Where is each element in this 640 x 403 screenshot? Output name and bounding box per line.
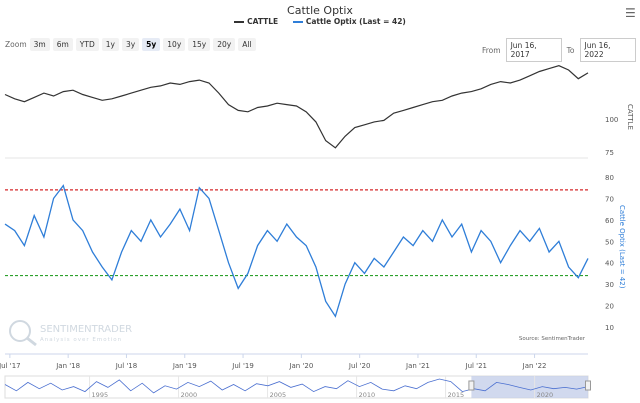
navigator-tick-label: 2000 [181,391,198,399]
x-tick-label: Jul '17 [0,362,21,370]
date-range: From Jun 16, 2017 To Jun 16, 2022 [482,38,636,62]
chart-title: Cattle Optix [287,4,353,17]
zoom-20y-button[interactable]: 20y [213,38,236,51]
legend-item-cattle[interactable]: CATTLE [234,17,278,26]
navigator-tick-label: 2005 [270,391,287,399]
x-tick-label: Jul '18 [115,362,138,370]
x-tick-label: Jan '21 [405,362,430,370]
legend: CATTLE Cattle Optix (Last = 42) [0,17,640,26]
optix-y-tick: 50 [605,238,614,246]
zoom-label: Zoom [5,40,27,49]
zoom-6m-button[interactable]: 6m [52,38,73,51]
optix-y-tick: 10 [605,324,614,332]
source-credit: Source: SentimenTrader [519,336,586,342]
legend-item-optix[interactable]: Cattle Optix (Last = 42) [292,17,406,26]
cattle-y-tick: 75 [605,149,614,157]
zoom-3y-button[interactable]: 3y [121,38,140,51]
zoom-all-button[interactable]: All [238,38,256,51]
x-tick-label: Jan '22 [522,362,547,370]
zoom-1y-button[interactable]: 1y [101,38,119,51]
optix-y-tick: 80 [605,174,614,182]
legend-label: Cattle Optix (Last = 42) [305,17,406,26]
x-tick-label: Jan '19 [172,362,197,370]
zoom-5y-button[interactable]: 5y [142,38,161,51]
x-tick-label: Jan '20 [288,362,313,370]
optix-series-line [4,184,589,318]
hamburger-menu-icon[interactable]: ☰ [625,6,636,20]
watermark-logo: SENTIMENTRADER Analysis over Emotion [9,320,132,347]
optix-y-tick: 70 [605,195,614,203]
legend-label: CATTLE [247,17,279,26]
navigator-tick-label: 1995 [92,391,109,399]
optix-y-tick: 60 [605,217,614,225]
navigator-selection[interactable] [471,376,588,398]
navigator-series-line [4,378,589,394]
navigator-handle[interactable] [468,380,475,391]
navigator[interactable]: 1995 2000 2005 2010 2015 2020 [4,375,589,399]
x-tick-label: Jul '21 [465,362,488,370]
from-date-input[interactable]: Jun 16, 2017 [505,38,562,62]
navigator-handle[interactable] [585,380,591,391]
zoom-3m-button[interactable]: 3m [29,38,50,51]
cattle-series-line [4,65,589,149]
zoom-10y-button[interactable]: 10y [163,38,186,51]
to-label: To [566,45,575,55]
zoom-ytd-button[interactable]: YTD [75,38,99,51]
optix-y-tick: 30 [605,281,614,289]
navigator-tick-label: 2015 [448,391,465,399]
x-tick-label: Jan '18 [55,362,80,370]
x-tick-label: Jul '20 [348,362,371,370]
cattle-axis-title: CATTLE [626,104,634,130]
zoom-15y-button[interactable]: 15y [188,38,211,51]
watermark-name: SENTIMENTRADER [40,324,132,335]
optix-y-tick: 20 [605,303,614,311]
navigator-tick-label: 2020 [537,391,554,399]
zoom-controls: Zoom 3m 6m YTD 1y 3y 5y 10y 15y 20y All [5,38,256,51]
to-date-input[interactable]: Jun 16, 2022 [579,38,636,62]
watermark-tagline: Analysis over Emotion [40,337,122,343]
cattle-y-tick: 100 [605,116,618,124]
optix-y-tick: 40 [605,260,614,268]
x-tick-label: Jul '19 [231,362,254,370]
from-label: From [482,45,501,55]
navigator-tick-label: 2010 [359,391,376,399]
optix-axis-title: Cattle Optix (Last = 42) [618,205,626,289]
